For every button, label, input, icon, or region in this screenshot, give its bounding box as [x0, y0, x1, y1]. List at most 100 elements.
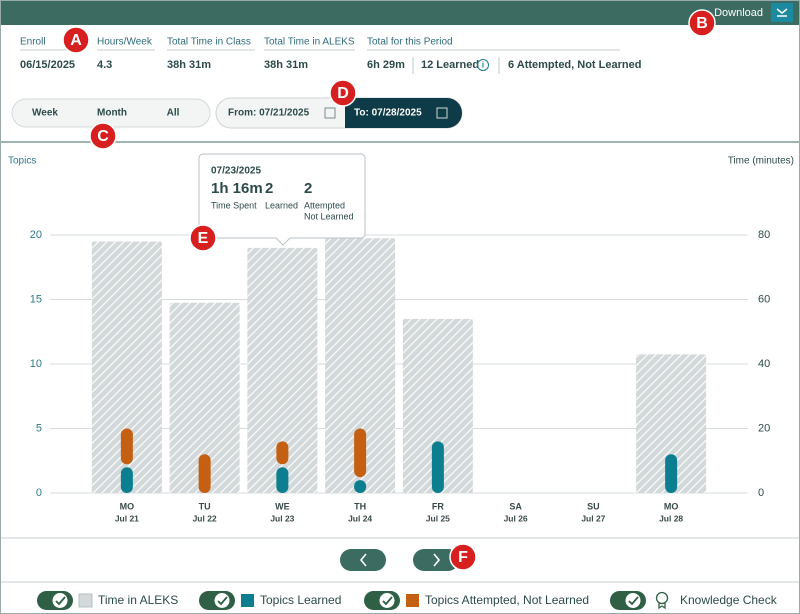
callout-letter: D: [337, 85, 349, 102]
legend-label: Knowledge Check: [680, 593, 778, 607]
callouts: A B C D E F: [62, 9, 716, 571]
toggle-check: [628, 596, 639, 606]
x-tick-label: TH: [354, 501, 366, 511]
date-to-bg[interactable]: [345, 98, 462, 128]
x-tick-date: Jul 28: [659, 513, 683, 523]
topic-bar: [120, 428, 133, 465]
y2-tick-label: 80: [758, 229, 770, 241]
time-bar: [325, 238, 396, 493]
tab[interactable]: All: [167, 108, 180, 119]
info-icon[interactable]: [477, 59, 489, 71]
topic-bar: [276, 441, 289, 465]
toggle-check: [55, 596, 66, 606]
legend-label: Time in ALEKS: [98, 593, 178, 607]
prev-button[interactable]: [340, 549, 386, 571]
callout-badge: [189, 224, 217, 252]
legend-swatch: [78, 593, 93, 608]
stat-value: 4.3: [97, 59, 112, 71]
y-tick-label: 0: [36, 487, 42, 499]
legend-swatch: [406, 594, 419, 607]
callout-badge: [89, 122, 117, 150]
legend-swatch: [241, 594, 254, 607]
x-tick-date: Jul 24: [348, 513, 372, 523]
next-icon: [433, 553, 441, 567]
stat-label: Total for this Period: [367, 37, 453, 48]
x-tick-date: Jul 25: [426, 513, 450, 523]
toggle-knob: [624, 592, 642, 609]
tooltip-box: [198, 153, 366, 246]
x-tick-date: Jul 27: [581, 513, 605, 523]
y2-tick-label: 20: [758, 422, 770, 434]
stat-value: 06/15/2025: [20, 59, 75, 71]
knowledge-check-icon: [658, 603, 666, 610]
toggle-knob: [213, 592, 231, 609]
stats: Enroll Hours/Week Total Time in Class Total…: [20, 37, 641, 71]
x-tick-date: Jul 21: [115, 513, 139, 523]
stat-label: Hours/Week: [97, 37, 153, 48]
date-to[interactable]: To: 07/28/2025: [354, 108, 422, 119]
x-tick-label: FR: [432, 501, 444, 511]
tooltip: 07/23/2025 1h 16m Time Spent 2 Learned 2 Atte…: [198, 153, 366, 246]
tab[interactable]: Month: [97, 108, 127, 119]
tooltip-date: 07/23/2025: [211, 166, 261, 177]
x-tick-label: MO: [664, 501, 679, 511]
x-tick-label: TU: [199, 501, 211, 511]
tooltip-label: Attempted: [304, 200, 345, 210]
y-tick-label: 20: [30, 229, 42, 241]
legend-label: Topics Attempted, Not Learned: [425, 593, 589, 607]
callout-badge: [62, 26, 90, 54]
tooltip-label: Not Learned: [304, 211, 354, 221]
calendar-icon[interactable]: [324, 107, 336, 119]
stat-value: 12 Learned: [421, 59, 479, 71]
y2-tick-label: 60: [758, 293, 770, 305]
legend: Time in ALEKS Topics Learned Topics Attemp…: [37, 591, 778, 610]
y2-tick-label: 40: [758, 358, 770, 370]
y2-tick-label: 0: [758, 487, 764, 499]
topic-bar: [198, 454, 211, 493]
topic-bar: [354, 480, 367, 493]
x-tick-label: MO: [120, 501, 135, 511]
time-bar: [169, 302, 240, 493]
download-icon: [776, 8, 788, 17]
callout-letter: F: [458, 549, 468, 566]
toggle-knob: [51, 592, 69, 609]
download-label[interactable]: Download: [714, 7, 763, 19]
callout-letter: A: [70, 32, 82, 49]
x-tick-date: Jul 26: [504, 513, 528, 523]
topic-bar: [431, 441, 444, 493]
stat-value: 6h 29m: [367, 59, 405, 71]
topic-bar: [665, 454, 678, 493]
y-tick-label: 15: [30, 293, 42, 305]
chart: 0 5 10 15 20 0 20 40 60 80 MO Jul 21 TU Jul 22 WE Jul 2…: [30, 229, 771, 523]
tooltip-value: 2: [265, 180, 273, 197]
x-tick-label: SA: [509, 501, 522, 511]
y2-axis-label: Time (minutes): [728, 156, 794, 167]
tooltip-label: Learned: [265, 200, 298, 210]
legend-label: Topics Learned: [260, 593, 341, 607]
topic-bar: [276, 467, 289, 493]
time-bar: [402, 318, 473, 493]
stat-value: 38h 31m: [167, 59, 211, 71]
date-from[interactable]: From: 07/21/2025: [228, 108, 310, 119]
topic-bar: [120, 467, 133, 493]
tooltip-value: 1h 16m: [211, 180, 263, 197]
next-button[interactable]: [413, 549, 459, 571]
tab[interactable]: Week: [32, 108, 58, 119]
x-tick-label: SU: [587, 501, 600, 511]
prev-icon: [359, 553, 367, 567]
top-bar: [1, 1, 799, 25]
toggle-knob: [378, 592, 396, 609]
y-tick-label: 5: [36, 422, 42, 434]
calendar-icon[interactable]: [436, 107, 448, 119]
callout-letter: C: [97, 128, 109, 145]
time-bar: [247, 247, 318, 493]
x-tick-date: Jul 22: [193, 513, 217, 523]
x-tick-label: WE: [275, 501, 290, 511]
time-bar: [636, 354, 707, 493]
knowledge-check-icon: [655, 591, 669, 605]
y-axis-label: Topics: [8, 156, 36, 167]
x-tick-date: Jul 23: [270, 513, 294, 523]
tooltip-label: Time Spent: [211, 200, 257, 210]
toggle-check: [382, 596, 393, 606]
